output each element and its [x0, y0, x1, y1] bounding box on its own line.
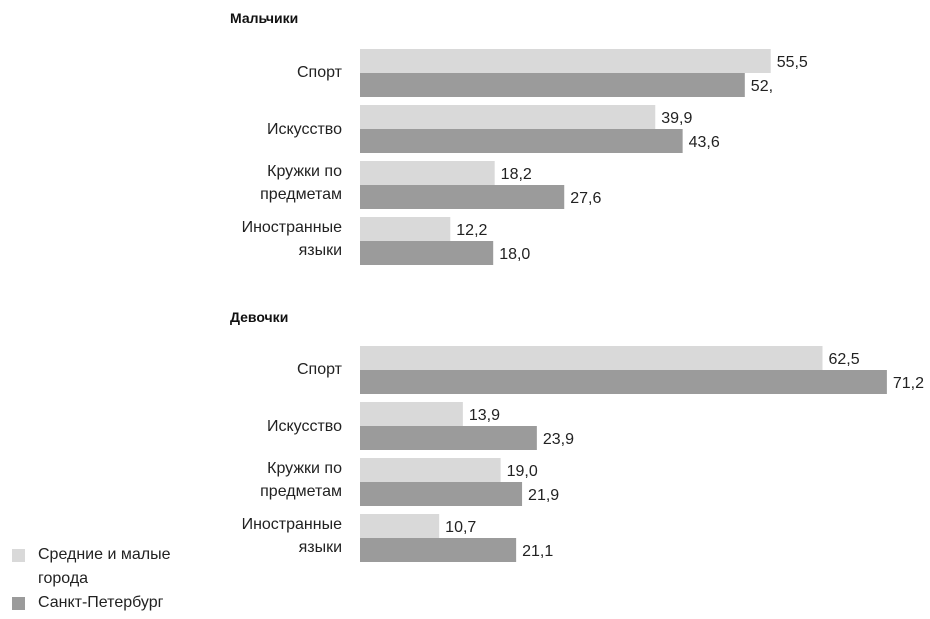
bar-boys-languages-cities [360, 217, 451, 241]
legend-label-cities: Средние и малые города [38, 546, 171, 587]
category-label-boys-languages: Иностранные языки [241, 219, 342, 259]
category-label-girls-sport: Спорт [297, 361, 342, 378]
bar-girls-languages-cities [360, 514, 440, 538]
value-label-girls-subjects-spb: 21,9 [528, 487, 559, 504]
value-label-boys-languages-spb: 18,0 [499, 246, 530, 263]
value-label-boys-sport-cities: 55,5 [777, 54, 808, 71]
bar-girls-art-spb [360, 426, 537, 450]
bar-boys-art-cities [360, 105, 656, 129]
bar-girls-sport-cities [360, 346, 823, 370]
category-label-boys-sport: Спорт [297, 64, 342, 81]
category-label-boys-subjects: Кружки по предметам [260, 163, 342, 203]
panel-title-girls: Девочки [230, 309, 289, 325]
panel-title-boys: Мальчики [230, 10, 299, 26]
bar-girls-languages-spb [360, 538, 517, 562]
legend-item-spb: Санкт-Петербург [12, 591, 212, 615]
category-label-girls-languages: Иностранные языки [241, 516, 342, 556]
bar-girls-sport-spb [360, 370, 887, 394]
value-label-girls-languages-cities: 10,7 [445, 519, 476, 536]
legend-swatch-cities [12, 549, 25, 562]
legend-label-spb: Санкт-Петербург [38, 594, 164, 611]
category-label-girls-art: Искусство [266, 418, 342, 435]
bar-girls-subjects-cities [360, 458, 501, 482]
bar-boys-subjects-cities [360, 161, 495, 185]
value-label-girls-art-cities: 13,9 [469, 407, 500, 424]
category-label-girls-subjects: Кружки по предметам [260, 460, 342, 500]
bar-boys-art-spb [360, 129, 683, 153]
legend-swatch-spb [12, 597, 25, 610]
bar-girls-art-cities [360, 402, 463, 426]
bar-boys-subjects-spb [360, 185, 565, 209]
bar-boys-sport-spb [360, 73, 745, 97]
bar-boys-sport-cities [360, 49, 771, 73]
value-label-boys-languages-cities: 12,2 [456, 222, 487, 239]
bar-girls-subjects-spb [360, 482, 523, 506]
value-label-boys-subjects-spb: 27,6 [570, 190, 601, 207]
value-label-boys-subjects-cities: 18,2 [501, 166, 532, 183]
value-label-girls-art-spb: 23,9 [543, 431, 574, 448]
bar-boys-languages-spb [360, 241, 494, 265]
category-label-boys-art: Искусство [266, 121, 342, 138]
value-label-girls-languages-spb: 21,1 [522, 543, 553, 560]
value-label-girls-sport-spb: 71,2 [893, 375, 924, 392]
value-label-boys-sport-spb: 52, [751, 78, 773, 95]
legend-item-cities: Средние и малые города [12, 543, 212, 591]
legend: Средние и малые города Санкт-Петербург [12, 543, 212, 615]
value-label-girls-subjects-cities: 19,0 [507, 463, 538, 480]
value-label-boys-art-spb: 43,6 [689, 134, 720, 151]
value-label-boys-art-cities: 39,9 [661, 110, 692, 127]
value-label-girls-sport-cities: 62,5 [829, 351, 860, 368]
